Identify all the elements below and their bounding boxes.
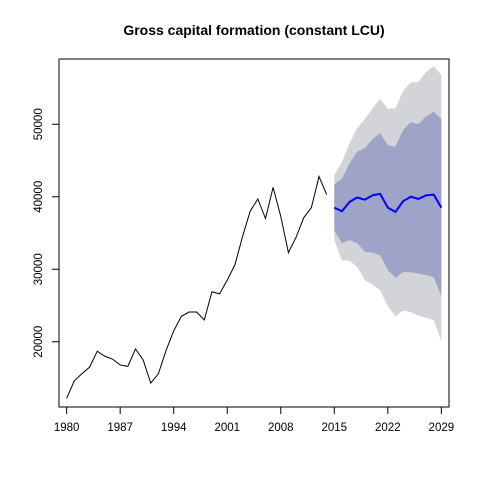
y-tick-label: 40000 bbox=[33, 181, 45, 213]
forecast-line bbox=[333, 192, 443, 214]
x-tick-label: 2022 bbox=[375, 422, 401, 434]
x-tick-label: 1980 bbox=[54, 422, 80, 434]
plot-area bbox=[66, 66, 443, 399]
history-line bbox=[66, 174, 328, 399]
x-tick-label: 1987 bbox=[107, 422, 133, 434]
x-tick-label: 1994 bbox=[161, 422, 187, 434]
x-tick-label: 2001 bbox=[214, 422, 240, 434]
plot-frame bbox=[58, 58, 450, 408]
y-tick-label: 20000 bbox=[33, 326, 45, 358]
chart-title: Gross capital formation (constant LCU) bbox=[123, 22, 384, 38]
y-tick-label: 50000 bbox=[33, 108, 45, 140]
x-axis: 1980 1987 1994 2001 2008 2015 2022 2029 bbox=[54, 407, 454, 434]
y-tick-label: 30000 bbox=[33, 253, 45, 285]
x-tick-label: 2029 bbox=[429, 422, 455, 434]
x-tick-label: 2015 bbox=[321, 422, 347, 434]
interval-80-band bbox=[334, 111, 442, 297]
y-axis: 20000 30000 40000 50000 bbox=[33, 108, 59, 358]
x-tick-label: 2008 bbox=[268, 422, 294, 434]
